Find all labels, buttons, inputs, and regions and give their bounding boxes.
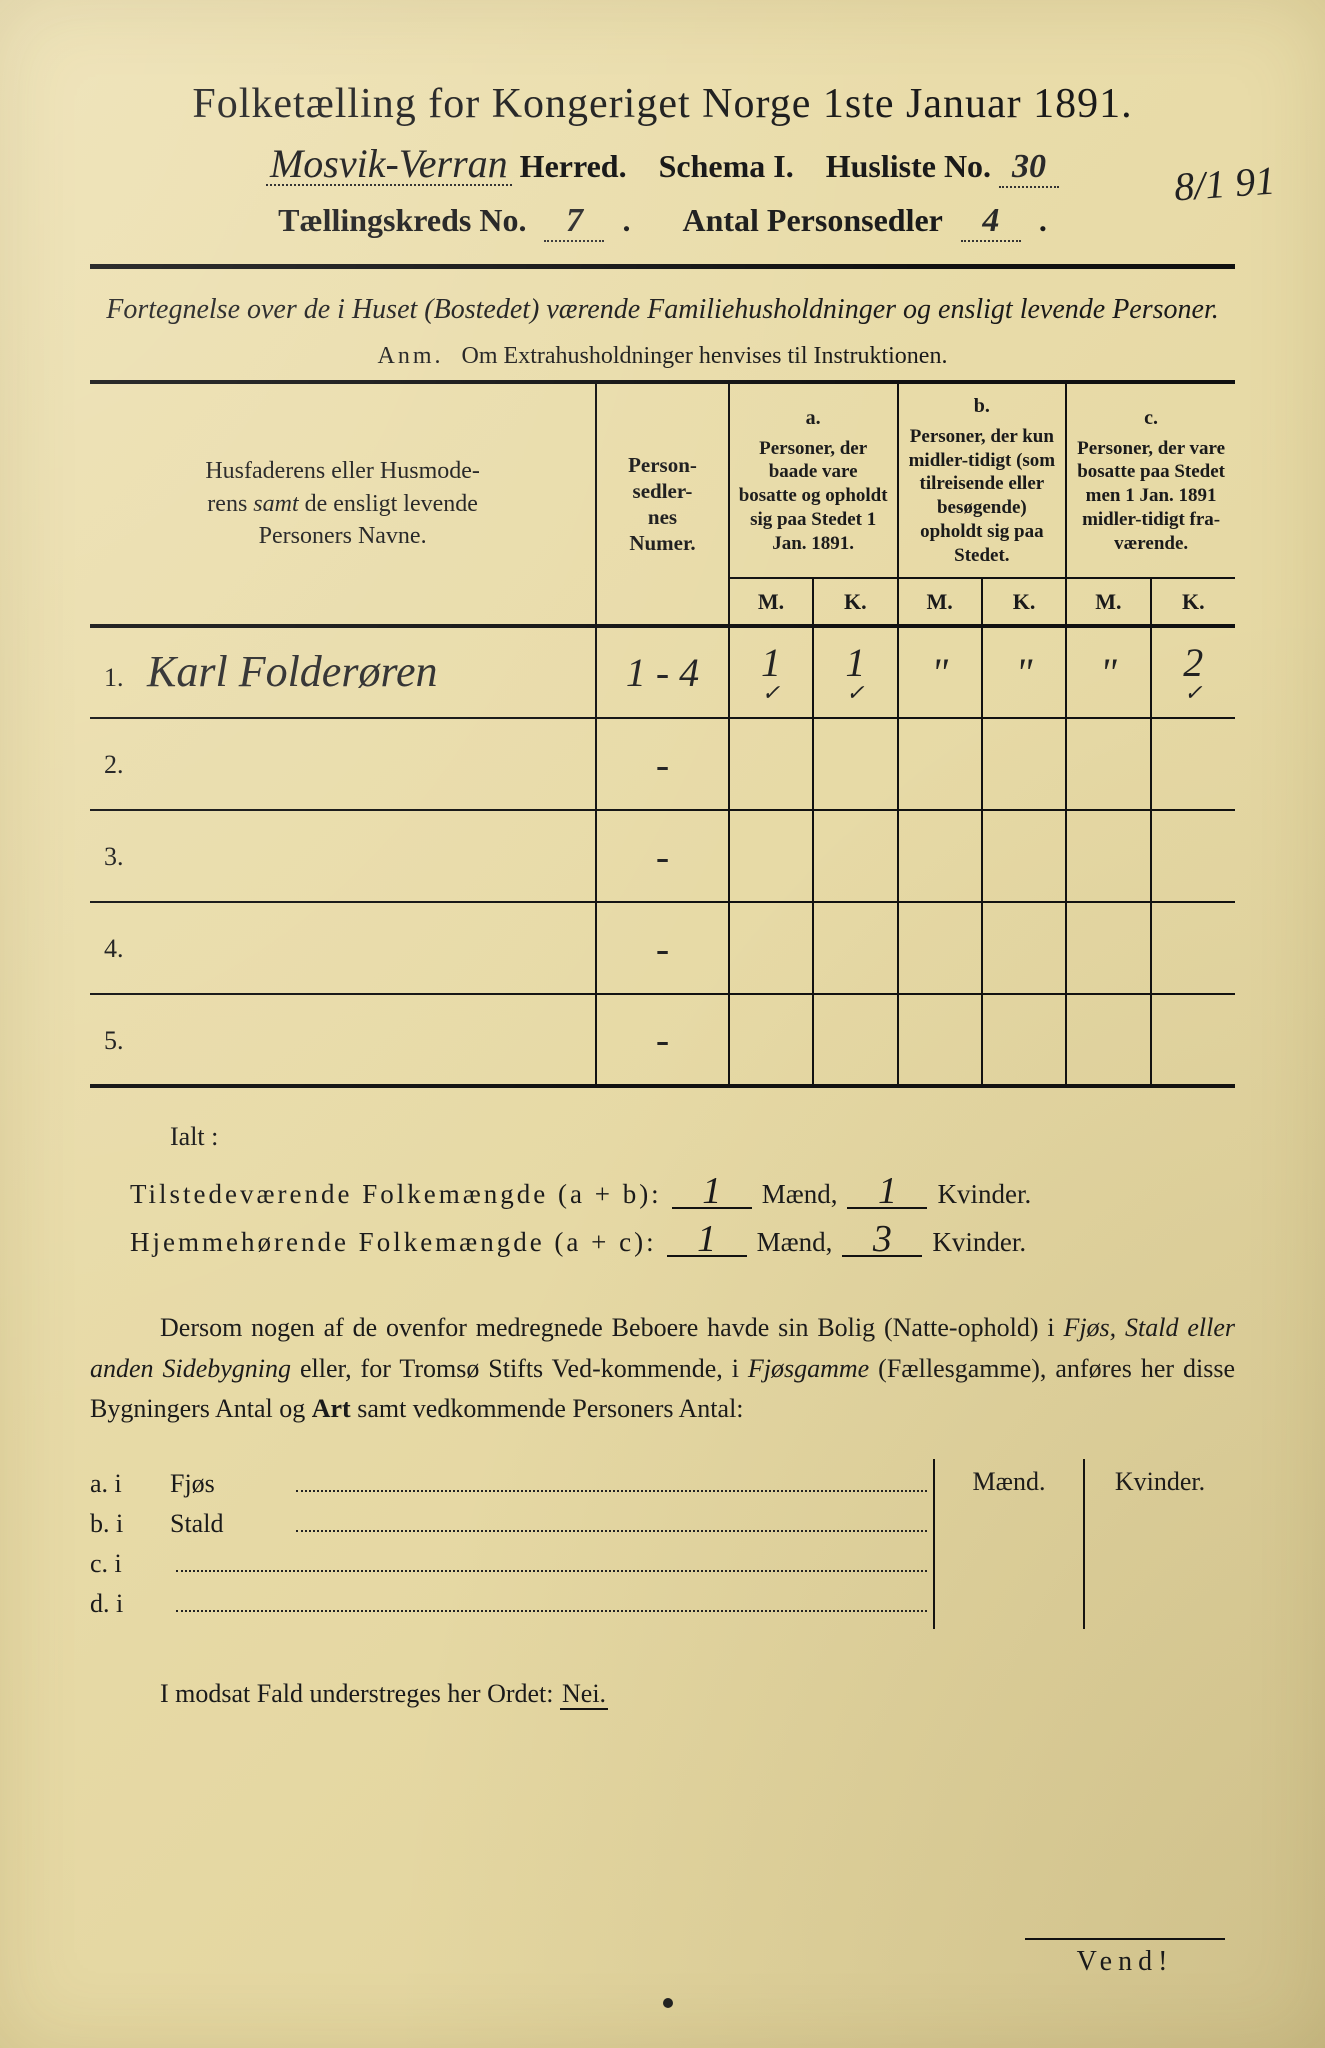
ialt-label: Ialt : xyxy=(170,1122,1235,1152)
header-line-herred: Mosvik-Verran Herred. Schema I. Husliste… xyxy=(90,146,1235,188)
summary-present-label: Tilstedeværende Folkemængde (a + b): xyxy=(130,1179,662,1210)
binding-hole-icon xyxy=(663,1998,673,2008)
maend-label: Mænd, xyxy=(762,1179,838,1210)
subhead-c-m: M. xyxy=(1066,578,1150,626)
nei-line: I modsat Fald understreges her Ordet: Ne… xyxy=(160,1679,1235,1709)
subhead-b-k: K. xyxy=(982,578,1066,626)
row1-b-m: " xyxy=(898,626,982,718)
row1-numer: 1 - 4 xyxy=(596,626,729,718)
rule-divider xyxy=(90,264,1235,269)
row1-a-k: 1✓ xyxy=(813,626,897,718)
col-header-names: Husfaderens eller Husmode-rens samt de e… xyxy=(90,382,596,627)
kvinder-label: Kvinder. xyxy=(937,1179,1031,1210)
table-row: 3. - xyxy=(90,810,1235,902)
household-table: Husfaderens eller Husmode-rens samt de e… xyxy=(90,380,1235,1089)
sidebuilding-row-c: c. i xyxy=(90,1549,933,1579)
sidebuilding-block: a. i Fjøs b. i Stald c. i d. i Mænd. xyxy=(90,1459,1235,1629)
herred-label: Herred. xyxy=(520,148,627,185)
sidebuilding-row-b: b. i Stald xyxy=(90,1509,933,1539)
summary-resident-label: Hjemmehørende Folkemængde (a + c): xyxy=(130,1227,657,1258)
kreds-number: 7 xyxy=(544,202,604,242)
summary-resident-m: 1 xyxy=(667,1224,747,1256)
col-header-b: b. Personer, der kun midler-tidigt (som … xyxy=(898,382,1067,579)
summary-present-m: 1 xyxy=(672,1176,752,1208)
husliste-number: 30 xyxy=(999,148,1059,188)
sidebuilding-col-kvinder: Kvinder. xyxy=(1085,1459,1235,1629)
sidebuilding-mk-cols: Mænd. Kvinder. xyxy=(933,1459,1235,1629)
sidebuilding-col-maend: Mænd. xyxy=(935,1459,1085,1629)
husliste-label: Husliste No. xyxy=(826,148,991,185)
schema-label: Schema I. xyxy=(659,148,794,185)
col-header-numer: Person-sedler-nesNumer. xyxy=(596,382,729,627)
summary-resident-k: 3 xyxy=(842,1224,922,1256)
row1-name-cell: 1. Karl Folderøren xyxy=(90,626,596,718)
row1-name: Karl Folderøren xyxy=(143,647,441,698)
form-subtitle: Fortegnelse over de i Huset (Bostedet) v… xyxy=(90,291,1235,329)
col-header-a: a. Personer, der baade vare bosatte og o… xyxy=(729,382,898,579)
vend-footer: Vend! xyxy=(1025,1938,1225,1978)
sidebuilding-paragraph: Dersom nogen af de ovenfor medregnede Be… xyxy=(90,1308,1235,1429)
sidebuilding-row-a: a. i Fjøs xyxy=(90,1469,933,1499)
table-row: 1. Karl Folderøren 1 - 4 1✓ 1✓ " " " 2✓ xyxy=(90,626,1235,718)
summary-present: Tilstedeværende Folkemængde (a + b): 1 M… xyxy=(130,1176,1235,1210)
table-row: 5. - xyxy=(90,994,1235,1086)
anm-note: Anm. Om Extrahusholdninger henvises til … xyxy=(90,343,1235,370)
census-form-page: 8/1 91 Folketælling for Kongeriget Norge… xyxy=(0,0,1325,2048)
kreds-label: Tællingskreds No. xyxy=(278,202,526,239)
anm-text: Om Extrahusholdninger henvises til Instr… xyxy=(462,343,948,369)
subhead-c-k: K. xyxy=(1151,578,1235,626)
nei-word: Nei. xyxy=(560,1679,608,1710)
row1-c-m: " xyxy=(1066,626,1150,718)
header-line-kreds: Tællingskreds No. 7 . Antal Personsedler… xyxy=(90,202,1235,242)
antal-label: Antal Personsedler xyxy=(682,202,942,239)
col-header-c: c. Personer, der vare bosatte paa Stedet… xyxy=(1066,382,1235,579)
herred-name-handwritten: Mosvik-Verran xyxy=(266,146,512,186)
antal-value: 4 xyxy=(961,202,1021,242)
anm-label: Anm. xyxy=(378,343,444,369)
page-title: Folketælling for Kongeriget Norge 1ste J… xyxy=(90,80,1235,128)
row1-c-k: 2✓ xyxy=(1151,626,1235,718)
subhead-a-m: M. xyxy=(729,578,813,626)
summary-present-k: 1 xyxy=(847,1176,927,1208)
table-row: 2. - xyxy=(90,718,1235,810)
subhead-a-k: K. xyxy=(813,578,897,626)
summary-resident: Hjemmehørende Folkemængde (a + c): 1 Mæn… xyxy=(130,1224,1235,1258)
subhead-b-m: M. xyxy=(898,578,982,626)
sidebuilding-rows: a. i Fjøs b. i Stald c. i d. i xyxy=(90,1459,933,1629)
sidebuilding-row-d: d. i xyxy=(90,1589,933,1619)
row1-a-m: 1✓ xyxy=(729,626,813,718)
row1-b-k: " xyxy=(982,626,1066,718)
table-row: 4. - xyxy=(90,902,1235,994)
